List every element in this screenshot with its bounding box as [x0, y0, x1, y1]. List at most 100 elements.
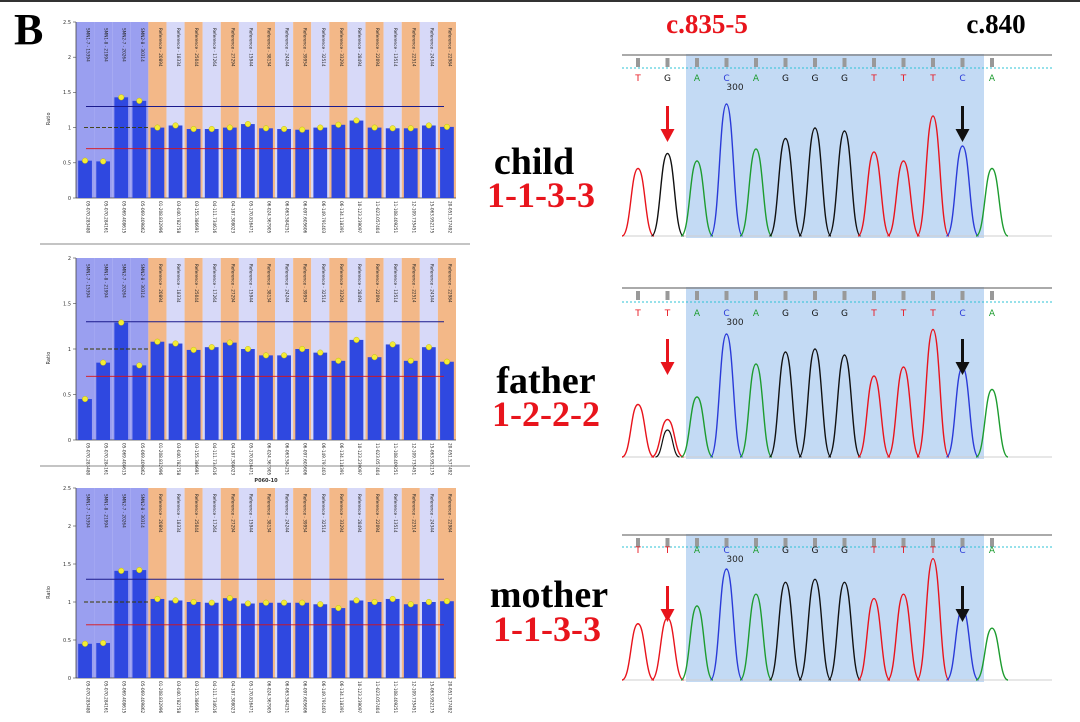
ratio-dot [281, 352, 288, 359]
y-axis-label: Ratio [46, 586, 52, 599]
bar [331, 360, 346, 440]
bar [150, 598, 165, 678]
probe-name-label: Reference - 17264 [212, 264, 217, 303]
chromatogram-peak [945, 145, 980, 237]
base-call-letter: T [929, 546, 936, 556]
ratio-dot [172, 340, 179, 347]
bar [259, 602, 273, 678]
y-axis-label: Ratio [46, 352, 52, 365]
bar [385, 344, 400, 440]
position-label: 06-149.791403 [321, 201, 326, 233]
bar [168, 600, 183, 678]
probe-name-label: Reference - 22094 [375, 28, 380, 67]
bar [295, 349, 310, 440]
bar [385, 598, 400, 678]
position-label: 03-040.782758 [176, 201, 181, 233]
position-label: 05-070.283480 [86, 201, 91, 233]
position-label: 06-149.791403 [321, 681, 326, 713]
probe-name-label: Reference - 17264 [212, 28, 217, 67]
position-label: 06-024.367905 [267, 443, 272, 475]
ratio-dot [299, 126, 306, 133]
base-tick [813, 58, 817, 67]
chromatogram-peak [680, 605, 714, 681]
base-tick [872, 291, 876, 300]
position-label: 05-069.408615 [122, 201, 127, 233]
position-label: 11-023.057404 [375, 681, 380, 713]
bar [241, 124, 255, 198]
ratio-dot [353, 117, 360, 124]
probe-name-label: Reference - 38134 [267, 264, 272, 303]
bar [259, 128, 273, 198]
probe-name-label: Reference - 27294 [230, 28, 235, 67]
chromatogram-peak [886, 366, 921, 458]
probe-name-label: Reference - 39954 [303, 494, 308, 533]
probe-name-label: Reference - 22514 [411, 494, 416, 533]
base-tick [783, 58, 788, 67]
ratio-dot [208, 126, 215, 133]
ratio-dot [118, 319, 125, 326]
position-label: 05-069.408615 [122, 681, 127, 713]
base-tick [872, 538, 876, 547]
base-call-letter: G [782, 546, 789, 556]
position-label: 04-111.734616 [212, 201, 217, 233]
probe-name-label: Reference - 33294 [339, 494, 344, 533]
probe-name-label: Reference - 28494 [357, 28, 362, 67]
base-call-letter: A [694, 309, 701, 319]
ratio-dot [371, 354, 378, 361]
bar [367, 602, 382, 678]
ratio-dot [190, 126, 197, 133]
ratio-dot [226, 124, 233, 131]
probe-name-label: Reference - 33294 [339, 28, 344, 67]
probe-name-label: Reference - 32514 [321, 494, 326, 533]
bar [132, 100, 147, 198]
ratio-dot [82, 396, 89, 403]
base-tick [665, 291, 670, 300]
individual-name-father: father [496, 360, 595, 402]
ratio-dot [425, 599, 432, 606]
position-label: 04-187.308023 [230, 201, 235, 233]
ratio-dot [263, 599, 270, 606]
base-call-letter: A [694, 74, 701, 84]
ratio-dot [299, 599, 306, 606]
position-label: 05-069.409862 [140, 201, 145, 233]
black-arrow-head [955, 362, 970, 375]
bar [367, 127, 382, 198]
chromatogram-peak [739, 363, 773, 458]
chromatogram-peak [739, 593, 773, 681]
chromatogram-peak-secondary [655, 429, 680, 458]
probe-name-label: Reference - 13514 [393, 264, 398, 303]
ratio-dot [154, 338, 161, 345]
position-label: 10-123.239097 [357, 443, 362, 475]
position-label: 20-051.577492 [447, 201, 452, 233]
probe-name-label: SMN2-8 - 30314 [140, 264, 145, 298]
chromatogram-peak [768, 351, 803, 458]
base-call-letter: G [812, 74, 819, 84]
y-axis-label: Ratio [46, 112, 52, 125]
individual-name-mother: mother [490, 574, 608, 616]
probe-name-label: Reference - 24344 [429, 28, 434, 67]
ratio-dot [317, 124, 324, 131]
ratio-dot [353, 597, 360, 604]
position-label: 05-070.283480 [86, 443, 91, 475]
ratio-dot [281, 126, 288, 133]
base-call-letter: G [782, 74, 789, 84]
base-call-letter: A [753, 309, 760, 319]
probe-name-label: Reference - 27294 [230, 264, 235, 303]
y-tick-label: 1.5 [63, 301, 71, 307]
panel-letter: B [14, 5, 43, 54]
position-label: 06-024.367905 [267, 201, 272, 233]
ratio-dot [190, 346, 197, 353]
base-tick [636, 538, 640, 547]
base-call-letter: T [664, 309, 671, 319]
base-tick [724, 58, 729, 67]
base-tick [754, 538, 758, 547]
base-tick [960, 291, 965, 300]
bar [186, 129, 201, 198]
bar [186, 349, 201, 440]
y-tick-label: 2.5 [63, 486, 71, 492]
position-marker: 300 [726, 83, 743, 93]
chromatogram-peak [768, 137, 803, 237]
probe-name-label: SMN1-8 - 21994 [104, 264, 109, 298]
base-tick [842, 538, 847, 547]
base-call-letter: A [753, 546, 760, 556]
